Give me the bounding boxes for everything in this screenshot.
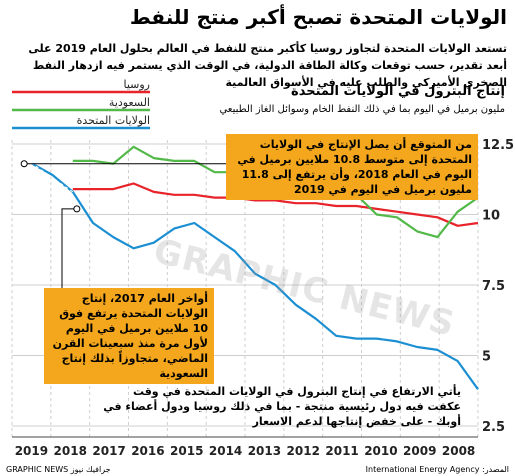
leader-dot-forecast (20, 160, 28, 168)
x-tick-label: 2016 (131, 444, 164, 458)
callout-forecast: من المتوقع أن يصل الإنتاج في الولايات ال… (226, 134, 478, 200)
x-tick-label: 2012 (287, 444, 320, 458)
y-tick-label: 12.5 (482, 138, 514, 153)
x-tick-label: 2018 (54, 444, 87, 458)
x-tick-label: 2010 (364, 444, 397, 458)
y-tick-label: 2.5 (482, 420, 505, 435)
x-tick-label: 2015 (170, 444, 203, 458)
legend-label-saudi: السعودية (109, 96, 150, 109)
leader-dot-2017 (73, 205, 81, 213)
x-tick-label: 2013 (248, 444, 281, 458)
series-line-russia (72, 182, 479, 227)
x-tick-labels: 2019 2018 2017 2016 2015 2014 2013 2012 2011 2010… (15, 444, 476, 458)
credit-label: جرافيك نيوز GRAPHIC NEWS (6, 465, 111, 474)
headline: الولايات المتحدة تصبح أكبر منتج للنفط (129, 5, 507, 29)
y-tick-label: 5 (482, 350, 491, 365)
x-tick-label: 2011 (325, 444, 358, 458)
callout-2017: أواخر العام 2017، إنتاج الولايات المتحدة… (44, 288, 214, 384)
leader-line-2017 (61, 208, 77, 288)
x-tick-label: 2009 (403, 444, 436, 458)
intro-text: تستعد الولايات المتحدة لتجاوز روسيا كأكب… (28, 42, 507, 89)
source-label: المصدر: International Energy Agency (365, 465, 509, 474)
x-tick-label: 2008 (442, 444, 475, 458)
footnote: يأتي الارتفاع في إنتاج البترول في الولاي… (103, 385, 461, 428)
callout-leaders (20, 160, 226, 288)
chart-title: إنتاج البترول في الولايات المتحدة (291, 84, 505, 99)
chart-unit: مليون برميل في اليوم بما في ذلك النفط ال… (219, 104, 505, 115)
y-tick-labels: 2.5 5 7.5 10 12.5 (482, 138, 514, 435)
legend: روسيا السعودية الولايات المتحدة (12, 78, 150, 130)
x-tick-label: 2014 (209, 444, 242, 458)
legend-label-usa: الولايات المتحدة (77, 114, 150, 127)
series-forecast-usa (32, 163, 74, 193)
series-line-usa (31, 162, 479, 390)
y-tick-label: 10 (482, 209, 500, 224)
y-tick-label: 7.5 (482, 279, 505, 294)
x-tick-label: 2017 (92, 444, 125, 458)
x-tick-label: 2019 (15, 444, 48, 458)
legend-label-russia: روسيا (123, 78, 150, 91)
